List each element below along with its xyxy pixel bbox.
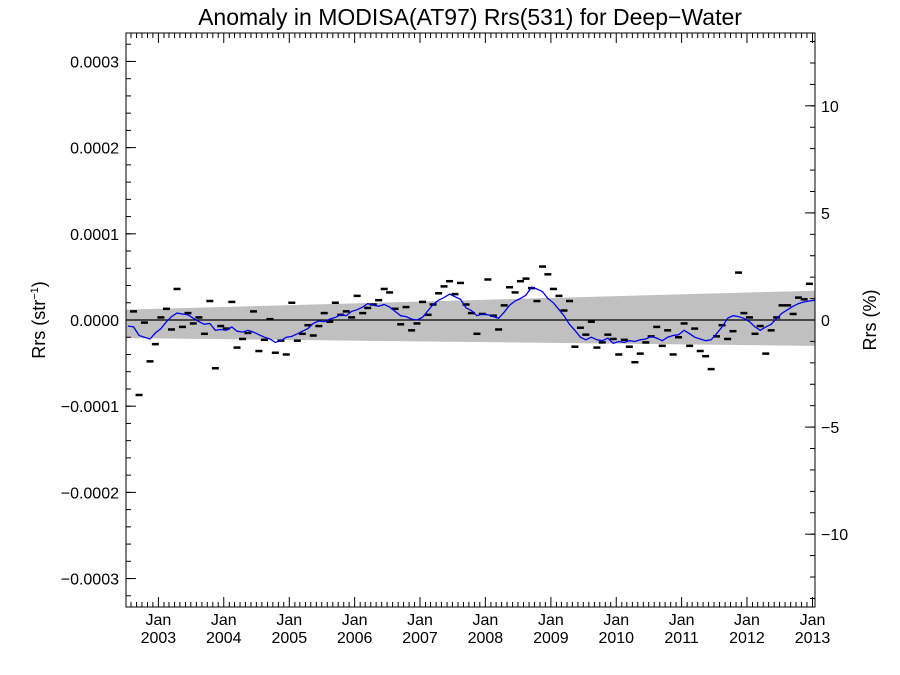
- y-axis-right: 10 5 0 −5 −10: [805, 41, 848, 599]
- x-tick-year-label: 2013: [795, 630, 831, 647]
- y-tick-label: −0.0003: [61, 572, 119, 589]
- x-tick-month-label: Jan: [472, 612, 498, 629]
- y2-tick-label: 5: [821, 206, 830, 223]
- x-tick-year-label: 2005: [272, 630, 308, 647]
- x-tick-month-label: Jan: [800, 612, 826, 629]
- y-axis-label-text: Rrs (str: [29, 300, 49, 359]
- x-tick-month-label: Jan: [146, 612, 172, 629]
- confidence-band-layer: [126, 290, 815, 346]
- y-axis-label-exponent: −1: [29, 287, 41, 300]
- x-tick-month-label: Jan: [211, 612, 237, 629]
- x-tick-month-label: Jan: [538, 612, 564, 629]
- x-tick-year-label: 2006: [337, 630, 373, 647]
- y-axis-left: 0.0003 0.0002 0.0001 0.0000 −0.0001 −0.0002 −0…: [61, 43, 136, 597]
- y2-tick-label: 0: [821, 313, 830, 330]
- x-tick-month-label: Jan: [669, 612, 695, 629]
- x-tick-month-label: Jan: [276, 612, 302, 629]
- y-tick-label: 0.0002: [70, 141, 119, 158]
- x-tick-month-label: Jan: [603, 612, 629, 629]
- y2-tick-label: −5: [821, 420, 839, 437]
- y-axis-label: Rrs (str−1): [29, 281, 49, 359]
- x-tick-year-label: 2004: [206, 630, 242, 647]
- chart-title: Anomaly in MODISA(AT97) Rrs(531) for Dee…: [198, 4, 742, 30]
- x-tick-year-label: 2009: [533, 630, 569, 647]
- confidence-band: [126, 290, 815, 346]
- x-tick-year-label: 2011: [664, 630, 699, 647]
- x-tick-month-label: Jan: [407, 612, 433, 629]
- y-tick-label: 0.0001: [70, 227, 119, 244]
- x-tick-year-label: 2012: [729, 630, 765, 647]
- x-tick-year-label: 2008: [468, 630, 504, 647]
- x-tick-year-label: 2003: [141, 630, 177, 647]
- y2-tick-label: 10: [821, 99, 839, 116]
- running-mean-line: [127, 286, 816, 345]
- y-tick-label: −0.0001: [61, 399, 119, 416]
- y-tick-label: 0.0003: [70, 54, 119, 71]
- y2-tick-label: −10: [821, 527, 848, 544]
- x-tick-year-label: 2007: [402, 630, 438, 647]
- y2-axis-label: Rrs (%): [860, 290, 880, 351]
- x-tick-year-label: 2010: [598, 630, 634, 647]
- x-axis: Jan2003Jan2004Jan2005Jan2006Jan2007Jan20…: [130, 33, 831, 647]
- y-tick-label: −0.0002: [61, 485, 119, 502]
- y-tick-label: 0.0000: [70, 313, 119, 330]
- x-tick-month-label: Jan: [342, 612, 368, 629]
- y-axis-label-close: ): [29, 281, 49, 287]
- x-tick-month-label: Jan: [734, 612, 760, 629]
